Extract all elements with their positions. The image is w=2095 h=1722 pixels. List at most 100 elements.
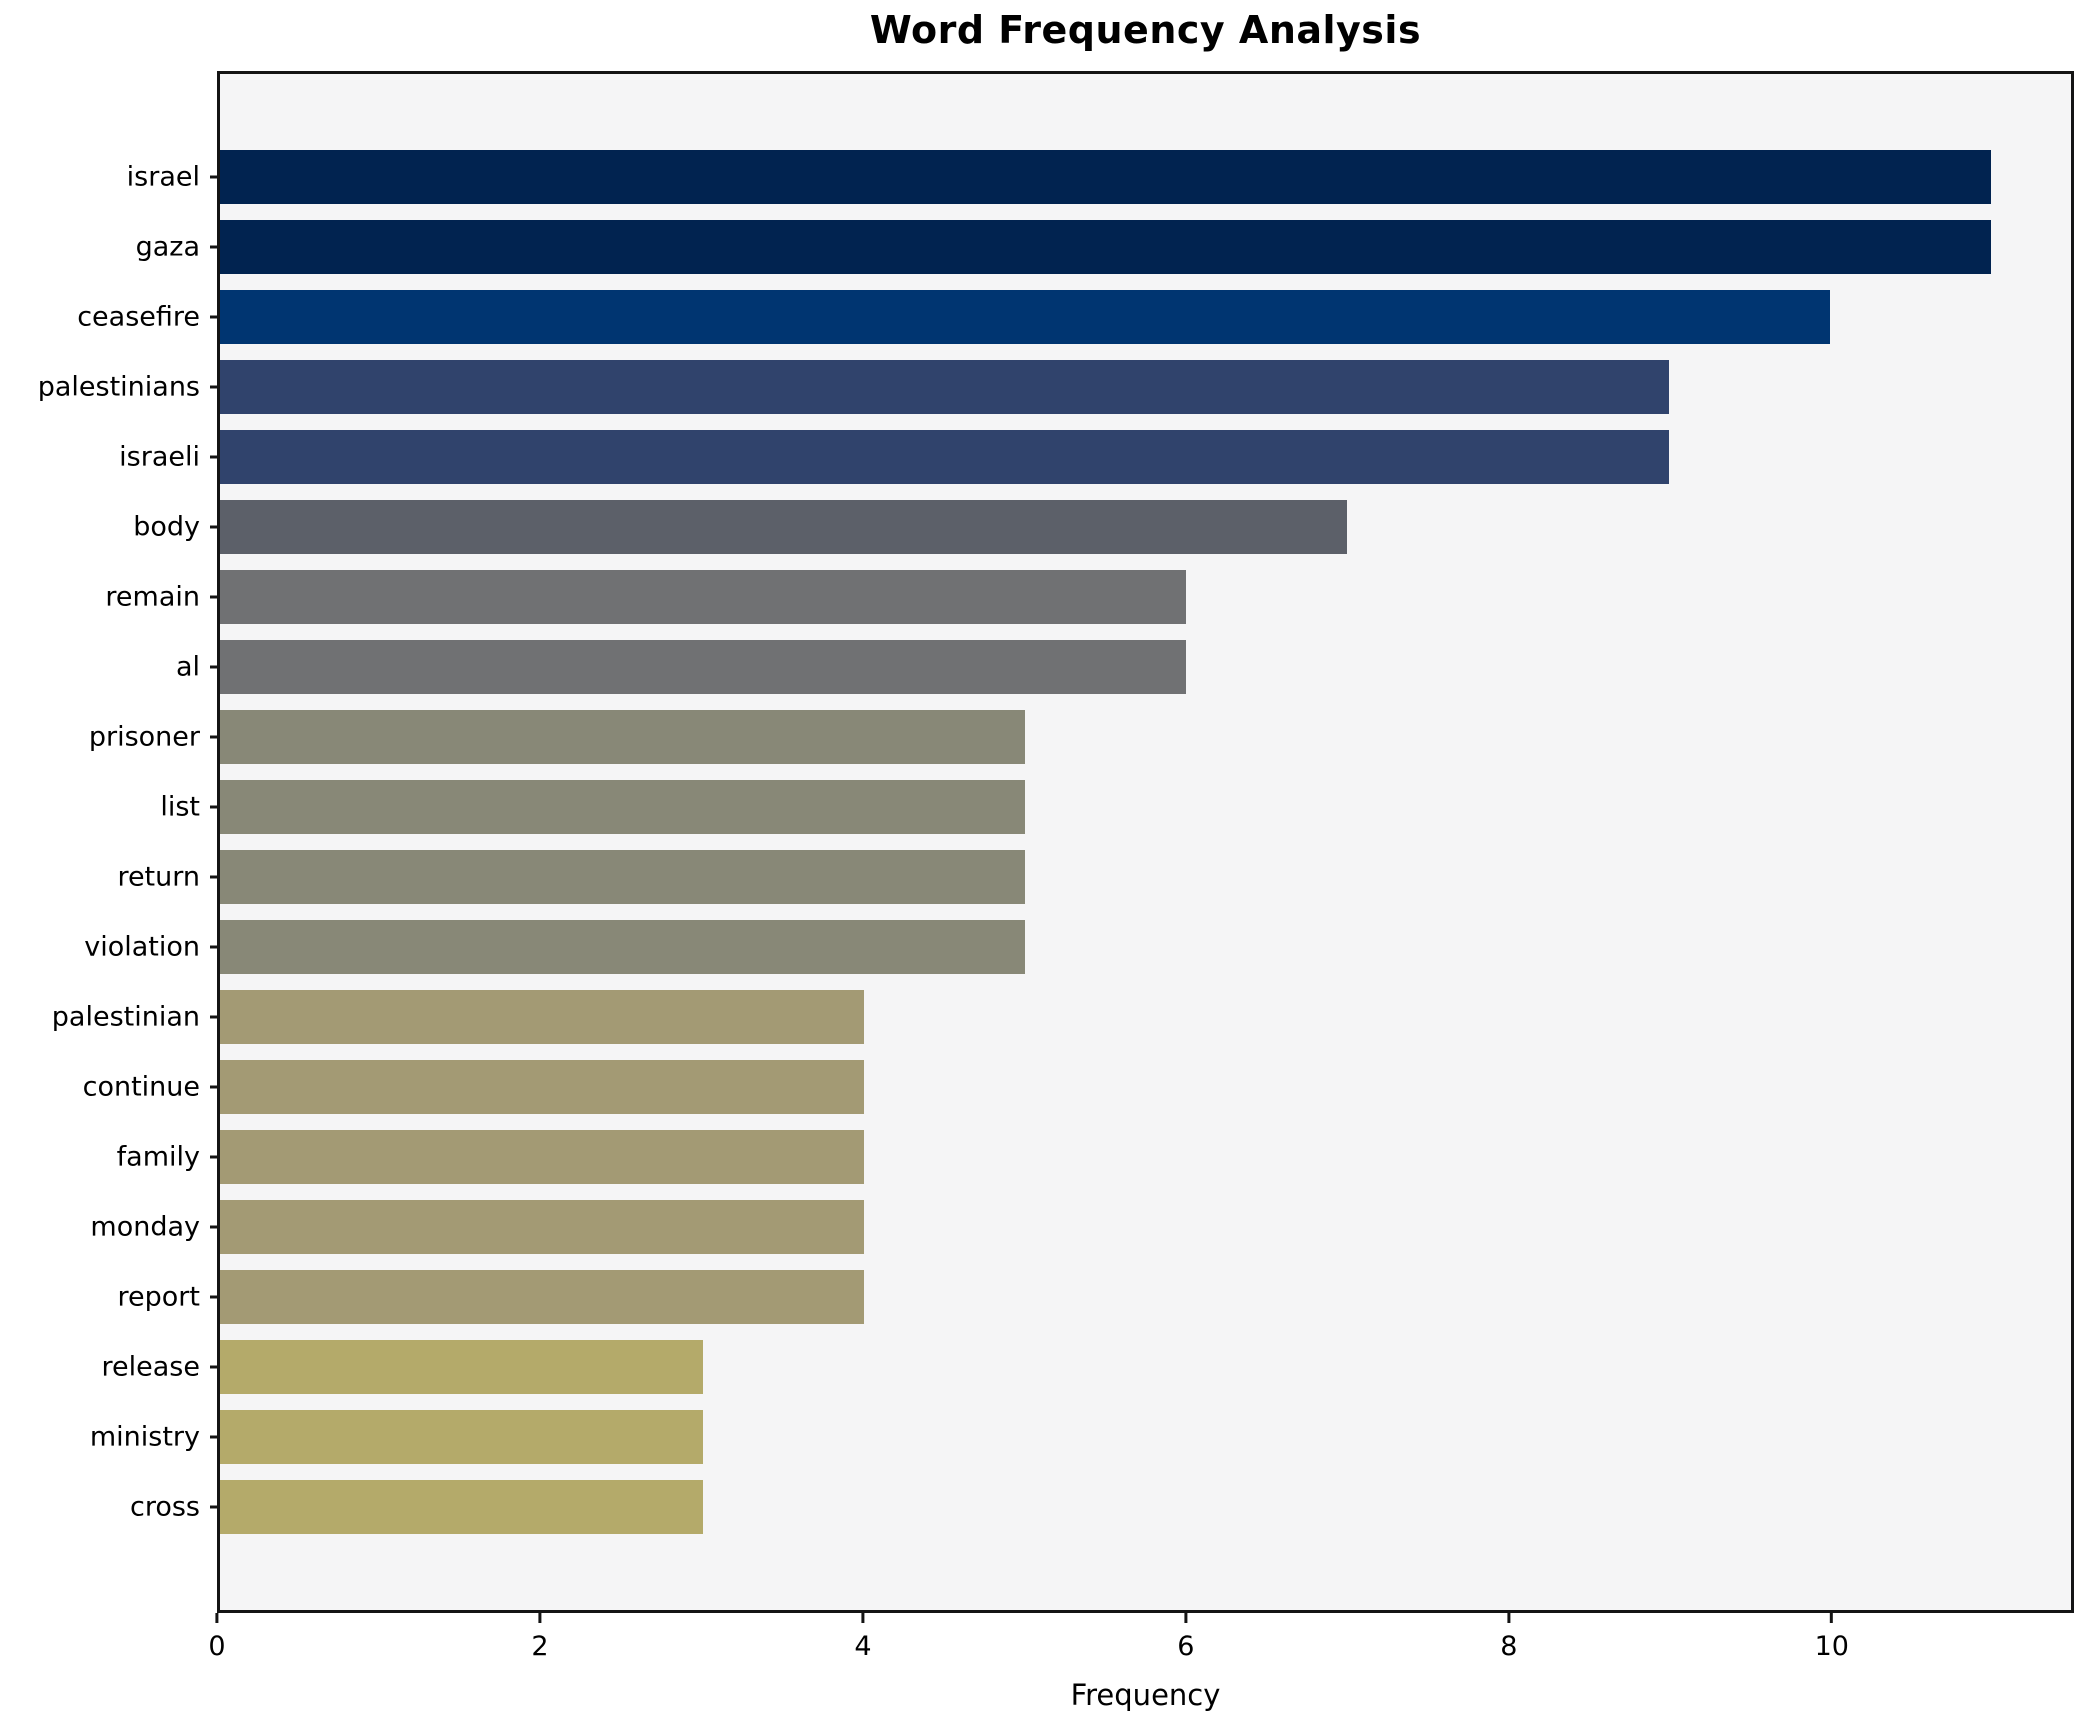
bar-palestinian <box>220 989 864 1045</box>
x-tick-label: 8 <box>1500 1631 1518 1662</box>
y-tick-mark <box>210 1155 220 1159</box>
y-tick-label: israel <box>126 161 200 193</box>
x-tick: 0 <box>208 1613 226 1662</box>
y-tick-label: israeli <box>119 441 200 473</box>
y-tick-label: report <box>117 1281 200 1313</box>
y-tick-mark <box>210 525 220 529</box>
y-tick-label: al <box>175 651 200 683</box>
x-tick-label: 10 <box>1814 1631 1849 1662</box>
y-tick-label: prisoner <box>88 721 200 753</box>
x-tick-mark <box>1507 1613 1511 1623</box>
y-tick-mark <box>210 385 220 389</box>
x-tick-label: 4 <box>854 1631 872 1662</box>
x-tick: 2 <box>531 1613 549 1662</box>
bar-row: ministry <box>90 1402 2071 1472</box>
x-tick-mark <box>1184 1613 1188 1623</box>
x-tick: 6 <box>1177 1613 1194 1662</box>
bar-row: ceasefire <box>77 282 2071 352</box>
bar-row: list <box>160 772 2071 842</box>
bar-body <box>220 499 1347 555</box>
y-tick-label: palestinian <box>51 1001 200 1033</box>
y-tick-mark <box>210 1085 220 1089</box>
bar-israel <box>220 149 1991 205</box>
x-tick-label: 0 <box>208 1631 226 1662</box>
bar-row: release <box>102 1332 2071 1402</box>
bar-continue <box>220 1059 864 1115</box>
bar-monday <box>220 1199 864 1255</box>
y-tick-mark <box>210 945 220 949</box>
bar-list <box>220 779 1025 835</box>
bar-row: family <box>117 1122 2071 1192</box>
y-tick-mark <box>210 805 220 809</box>
bar-row: body <box>133 492 2071 562</box>
bar-row: return <box>117 842 2071 912</box>
x-tick: 4 <box>854 1613 872 1662</box>
x-axis: 0 2 4 6 8 10 <box>208 1613 2074 1703</box>
y-tick-mark <box>210 1015 220 1019</box>
bar-ministry <box>220 1409 703 1465</box>
y-tick-mark <box>210 455 220 459</box>
bar-ceasefire <box>220 289 1830 345</box>
y-tick-mark <box>210 1435 220 1439</box>
bar-al <box>220 639 1186 695</box>
y-tick-label: continue <box>82 1071 200 1103</box>
y-tick-mark <box>210 315 220 319</box>
bar-palestinians <box>220 359 1669 415</box>
bar-report <box>220 1269 864 1325</box>
x-tick: 10 <box>1815 1613 1849 1662</box>
x-tick-mark <box>861 1613 865 1623</box>
bar-gaza <box>220 219 1991 275</box>
y-tick-mark <box>210 1365 220 1369</box>
y-tick-label: release <box>101 1351 200 1383</box>
bar-family <box>220 1129 864 1185</box>
y-tick-mark <box>210 595 220 599</box>
x-tick-mark <box>538 1613 542 1623</box>
y-tick-mark <box>210 1295 220 1299</box>
x-tick-mark <box>215 1613 219 1623</box>
x-axis-label: Frequency <box>1070 1678 1221 1712</box>
x-tick: 8 <box>1500 1613 1517 1662</box>
x-tick-label: 2 <box>531 1631 549 1662</box>
bar-row: al <box>176 632 2071 702</box>
y-tick-mark <box>210 665 220 669</box>
bar-cross <box>220 1479 703 1535</box>
x-tick-mark <box>1830 1613 1834 1623</box>
y-tick-label: monday <box>90 1211 200 1243</box>
bar-row: violation <box>84 912 2071 982</box>
y-tick-mark <box>210 245 220 249</box>
bar-prisoner <box>220 709 1025 765</box>
bar-rows: israel gaza ceasefire palestinians israeli bo… <box>38 74 2071 1610</box>
y-tick-label: cross <box>129 1491 200 1523</box>
y-tick-mark <box>210 1225 220 1229</box>
chart-title: Word Frequency Analysis <box>869 8 1422 52</box>
bar-row: report <box>118 1262 2071 1332</box>
y-tick-label: return <box>117 861 200 893</box>
y-tick-label: remain <box>105 581 200 613</box>
bar-row: continue <box>83 1052 2071 1122</box>
y-tick-label: list <box>160 791 200 823</box>
bar-row: israeli <box>119 422 2071 492</box>
y-tick-label: family <box>116 1141 200 1173</box>
y-tick-label: ministry <box>89 1421 200 1453</box>
y-tick-mark <box>210 735 220 739</box>
bar-release <box>220 1339 703 1395</box>
bar-row: prisoner <box>89 702 2071 772</box>
bar-row: remain <box>105 562 2071 632</box>
bar-row: gaza <box>136 212 2071 282</box>
bar-row: palestinian <box>52 982 2071 1052</box>
bar-israeli <box>220 429 1669 485</box>
y-tick-label: body <box>133 511 200 543</box>
bar-row: cross <box>130 1472 2071 1542</box>
bar-remain <box>220 569 1186 625</box>
bar-row: israel <box>127 142 2071 212</box>
bar-row: monday <box>90 1192 2071 1262</box>
y-tick-label: palestinians <box>37 371 200 403</box>
y-tick-mark <box>210 1505 220 1509</box>
y-tick-label: violation <box>84 931 200 963</box>
x-tick-label: 6 <box>1177 1631 1195 1662</box>
y-tick-label: gaza <box>135 231 200 263</box>
y-tick-mark <box>210 875 220 879</box>
y-tick-mark <box>210 175 220 179</box>
bar-return <box>220 849 1025 905</box>
bar-row: palestinians <box>38 352 2071 422</box>
